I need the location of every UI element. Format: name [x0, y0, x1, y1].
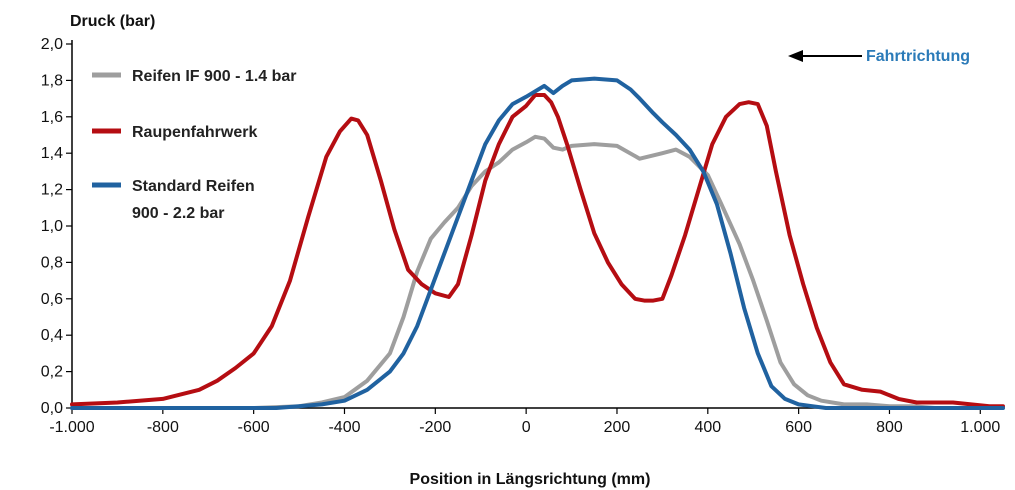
- x-tick-label: -800: [147, 419, 179, 436]
- x-tick-label: 800: [876, 419, 903, 436]
- y-tick-label: 1,2: [41, 182, 63, 199]
- x-tick-label: 1.000: [960, 419, 1000, 436]
- legend-label: Raupenfahrwerk: [132, 124, 257, 141]
- x-tick-label: 0: [522, 419, 531, 436]
- y-tick-label: 2,0: [41, 36, 63, 53]
- series-line: [70, 93, 1005, 409]
- legend-label: Reifen IF 900 - 1.4 bar: [132, 68, 297, 85]
- direction-label: Fahrtrichtung: [866, 48, 970, 65]
- x-tick-label: -400: [328, 419, 360, 436]
- y-axis-title: Druck (bar): [70, 13, 155, 30]
- x-tick-label: 600: [785, 419, 812, 436]
- x-axis-title: Position in Längsrichtung (mm): [410, 471, 651, 488]
- y-tick-label: 0,6: [41, 291, 63, 308]
- y-tick-label: 0,2: [41, 364, 63, 381]
- series-line: [70, 134, 1005, 410]
- x-tick-label: 200: [604, 419, 631, 436]
- y-tick-label: 0,0: [41, 400, 63, 417]
- legend-label: Standard Reifen: [132, 178, 255, 195]
- direction-arrow-icon: [788, 50, 803, 62]
- y-tick-label: 0,4: [41, 327, 63, 344]
- plot-lines: [70, 76, 1005, 410]
- y-tick-label: 0,8: [41, 254, 63, 271]
- x-tick-label: -600: [238, 419, 270, 436]
- x-tick-label: -1.000: [49, 419, 94, 436]
- y-tick-label: 1,4: [41, 145, 63, 162]
- y-tick-label: 1,0: [41, 218, 63, 235]
- axes: 0,0 0,2 0,4 0,6 0,8 1,0 1,2 1,4 1,6 1,8 2,0 -1.000 -…: [41, 36, 1003, 436]
- direction-annotation: Fahrtrichtung: [788, 48, 970, 65]
- legend: Reifen IF 900 - 1.4 bar Raupenfahrwerk Sta…: [92, 68, 297, 222]
- series-line: [70, 76, 1005, 410]
- y-tick-label: 1,6: [41, 109, 63, 126]
- y-tick-label: 1,8: [41, 72, 63, 89]
- legend-label: 900 - 2.2 bar: [132, 205, 225, 222]
- x-tick-label: -200: [419, 419, 451, 436]
- x-tick-label: 400: [694, 419, 721, 436]
